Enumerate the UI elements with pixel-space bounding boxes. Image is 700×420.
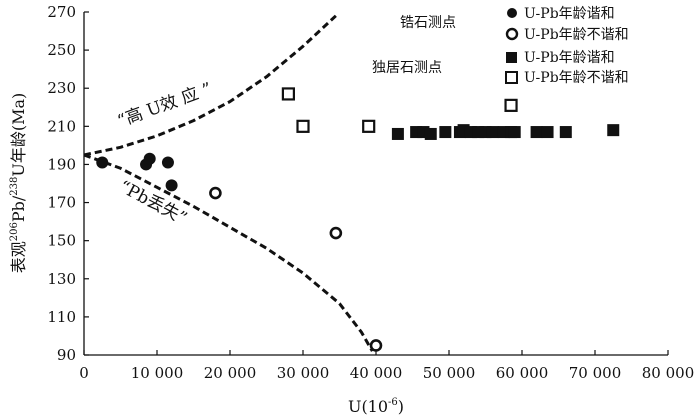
curve-pb-loss: [83, 153, 374, 352]
y-tick-label: 90: [57, 346, 76, 364]
x-tick-label: 70 000: [569, 364, 622, 382]
x-tick-label: 20 000: [204, 364, 257, 382]
y-tick-label: 170: [47, 194, 76, 212]
x-ticks: 0 10 000 20 000 30 000 40 000 50 000 60 000 70 …: [79, 350, 694, 382]
y-tick-label: 110: [47, 308, 76, 326]
y-axis-title-part-a: 表观: [9, 241, 28, 273]
point-monazite-discordant: [362, 119, 376, 133]
y-tick-label: 130: [47, 270, 76, 288]
point-monazite-concordant: [508, 126, 521, 139]
x-tick-label: 60 000: [496, 364, 549, 382]
point-zircon-discordant: [209, 186, 222, 200]
point-monazite-concordant: [424, 127, 437, 140]
y-ticks: 90 110 130 150 170 190 210 230 250 270: [47, 3, 89, 364]
legend-group-monazite: 独居石测点: [372, 60, 442, 76]
y-axis-title-sup-238: 238: [9, 177, 20, 196]
x-axis-title: U(10-6): [348, 397, 404, 416]
point-monazite-concordant: [530, 126, 543, 139]
data-points: [96, 87, 620, 352]
x-tick-label: 30 000: [277, 364, 330, 382]
point-zircon-concordant: [165, 179, 178, 192]
x-axis-title-end: ): [398, 397, 404, 416]
x-tick-label: 10 000: [131, 364, 184, 382]
point-monazite-concordant: [541, 126, 554, 139]
y-tick-label: 250: [47, 41, 76, 59]
point-monazite-concordant: [391, 127, 404, 140]
y-tick-label: 230: [47, 79, 76, 97]
point-monazite-discordant: [281, 87, 295, 101]
legend-monazite-discordant: U-Pb年龄不谐和: [524, 70, 629, 86]
y-axis-title-part-c: U年龄(Ma): [9, 93, 28, 177]
y-tick-label: 150: [47, 232, 76, 250]
y-tick-label: 190: [47, 155, 76, 173]
legend-zircon-concordant: U-Pb年龄谐和: [524, 6, 615, 22]
point-zircon-concordant: [161, 156, 174, 169]
point-zircon-discordant: [369, 339, 383, 352]
point-zircon-concordant: [143, 152, 156, 165]
legend-group-zircon: 锆石测点: [400, 15, 456, 31]
y-tick-label: 210: [47, 117, 76, 135]
x-tick-label: 50 000: [423, 364, 476, 382]
point-monazite-discordant: [504, 98, 518, 112]
x-axis-title-main: U(10: [348, 397, 388, 416]
legend-open-circle-marker: [505, 27, 519, 41]
legend-monazite-concordant: U-Pb年龄谐和: [524, 50, 615, 66]
legend: 锆石测点 独居石测点 U-Pb年龄谐和 U-Pb年龄不谐和 U-Pb年龄谐和 U…: [372, 6, 629, 86]
y-axis-title-sup-206: 206: [9, 222, 20, 241]
point-monazite-concordant: [457, 124, 470, 137]
y-tick-label: 270: [47, 3, 76, 21]
point-zircon-concordant: [96, 156, 109, 169]
curve-high-u-effect: [83, 14, 337, 157]
y-axis-title-part-b: Pb/: [9, 195, 28, 222]
point-monazite-concordant: [439, 126, 452, 139]
x-tick-label: 40 000: [350, 364, 403, 382]
x-tick-label: 80 000: [642, 364, 695, 382]
point-monazite-concordant: [607, 124, 620, 137]
legend-filled-square-marker: [506, 52, 517, 63]
y-axis-title: 表观206Pb/238U年龄(Ma): [9, 93, 28, 274]
curves: [83, 14, 374, 352]
point-monazite-concordant: [486, 126, 499, 139]
legend-zircon-discordant: U-Pb年龄不谐和: [524, 27, 629, 43]
x-tick-label: 0: [79, 364, 89, 382]
legend-open-square-marker: [505, 71, 518, 84]
point-monazite-discordant: [296, 119, 310, 133]
point-monazite-concordant: [559, 126, 572, 139]
x-axis-title-exponent: -6: [388, 397, 398, 408]
point-zircon-discordant: [329, 226, 343, 240]
legend-filled-circle-marker: [507, 8, 517, 18]
